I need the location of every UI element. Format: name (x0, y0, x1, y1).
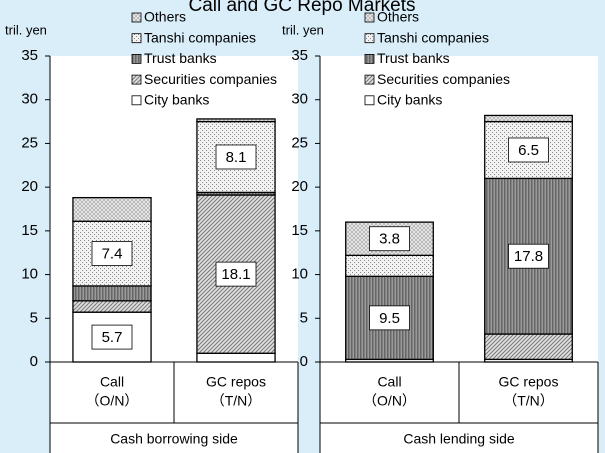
y-tick-label: 15 (21, 222, 38, 239)
bar-segment (72, 196, 152, 222)
y-tick-label: 0 (30, 353, 38, 370)
chart-title: Call and GC Repo Markets (188, 0, 415, 16)
x-axis-label: Cash borrowing side (110, 431, 238, 447)
legend-label: Others (144, 9, 186, 25)
data-label: 5.7 (102, 329, 123, 346)
data-label-box (215, 144, 257, 170)
x-tick-label: Call (377, 374, 401, 390)
y-tick-label: 20 (21, 178, 38, 195)
data-label-box (369, 305, 410, 331)
y-tick-label: 30 (291, 91, 308, 108)
legend-swatch (364, 54, 375, 64)
x-tick-label: （O/N） (363, 393, 416, 409)
y-tick-label: 10 (21, 266, 38, 283)
legend-swatch (131, 95, 142, 106)
legend-label: Tanshi companies (377, 29, 489, 45)
x-tick-label: GC repos (499, 374, 559, 390)
y-tick-label: 5 (30, 309, 38, 326)
legend-swatch (364, 95, 375, 106)
data-label: 8.1 (226, 149, 247, 166)
data-label: 3.8 (379, 231, 400, 248)
bar-segment (72, 285, 152, 302)
y-tick-label: 20 (291, 178, 308, 195)
legend-label: Tanshi companies (144, 29, 256, 45)
bar-segment (345, 275, 434, 361)
data-label: 7.4 (102, 246, 123, 263)
x-tick-label: Call (100, 374, 124, 390)
x-tick-label: （O/N） (86, 393, 139, 409)
y-tick-label: 0 (300, 353, 308, 370)
x-tick-label: （T/N） (503, 393, 554, 409)
y-tick-label: 35 (21, 47, 38, 64)
y-tick-label: 5 (300, 309, 308, 326)
data-label: 17.8 (514, 248, 543, 265)
legend-label: City banks (144, 92, 209, 108)
bar-segment (484, 114, 573, 123)
bar-segment (345, 254, 434, 277)
legend-label: Securities companies (144, 71, 277, 87)
legend-swatch (131, 54, 142, 64)
bar-segment (196, 352, 276, 363)
y-tick-label: 15 (291, 222, 308, 239)
data-label-box (508, 243, 549, 269)
data-label-box (508, 137, 549, 163)
legend-swatch (364, 12, 375, 23)
data-label-box (91, 324, 133, 350)
y-tick-label: 35 (291, 47, 308, 64)
legend-swatch (131, 74, 142, 85)
data-label: 6.5 (518, 142, 539, 159)
y-tick-label: 10 (291, 266, 308, 283)
y-tick-label: 25 (21, 134, 38, 151)
y-axis-label: tril. yen (282, 22, 324, 37)
x-tick-label: GC repos (206, 374, 266, 390)
bar-segment (484, 333, 573, 361)
y-tick-label: 30 (21, 91, 38, 108)
y-tick-label: 25 (291, 134, 308, 151)
bar-segment (72, 300, 152, 313)
legend-swatch (364, 74, 375, 85)
data-label-box (91, 241, 133, 266)
x-tick-label: （T/N） (211, 393, 262, 409)
data-label: 18.1 (221, 266, 250, 283)
data-label: 9.5 (379, 310, 400, 327)
legend-swatch (131, 33, 142, 44)
legend-label: Trust banks (377, 50, 450, 66)
data-label-box (215, 261, 257, 287)
legend-swatch (364, 33, 375, 44)
legend-swatch (131, 12, 142, 23)
data-label-box (369, 226, 410, 252)
legend-label: Trust banks (144, 50, 217, 66)
legend-label: Securities companies (377, 71, 510, 87)
legend-label: Others (377, 9, 419, 25)
legend-label: City banks (377, 92, 442, 108)
bar-segment (196, 118, 276, 123)
x-axis-label: Cash lending side (403, 431, 515, 447)
y-axis-label: tril. yen (5, 22, 47, 37)
